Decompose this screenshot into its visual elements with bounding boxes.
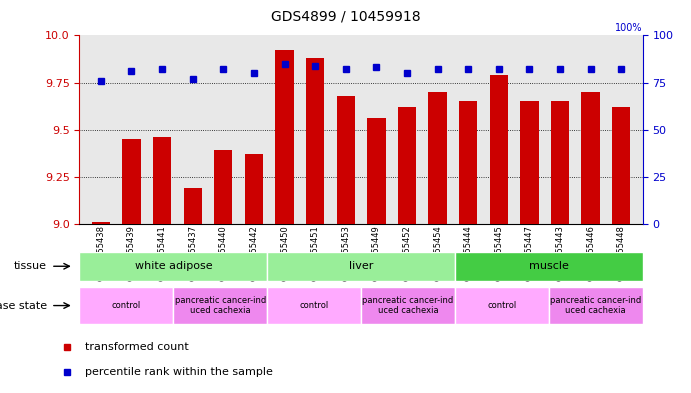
Bar: [428, 92, 447, 224]
Text: disease state: disease state: [0, 301, 47, 310]
Bar: [173, 287, 267, 324]
Bar: [581, 92, 600, 224]
Bar: [398, 107, 416, 224]
Bar: [153, 137, 171, 224]
Text: pancreatic cancer-ind
uced cachexia: pancreatic cancer-ind uced cachexia: [362, 296, 453, 315]
Bar: [367, 118, 386, 224]
Text: control: control: [112, 301, 141, 310]
Bar: [245, 154, 263, 224]
Bar: [79, 252, 267, 281]
Bar: [520, 101, 538, 224]
Text: percentile rank within the sample: percentile rank within the sample: [84, 367, 272, 377]
Text: control: control: [299, 301, 329, 310]
Bar: [79, 287, 173, 324]
Text: transformed count: transformed count: [84, 342, 189, 352]
Text: pancreatic cancer-ind
uced cachexia: pancreatic cancer-ind uced cachexia: [175, 296, 266, 315]
Text: muscle: muscle: [529, 261, 569, 271]
Text: GDS4899 / 10459918: GDS4899 / 10459918: [271, 10, 420, 24]
Bar: [490, 75, 508, 224]
Bar: [267, 287, 361, 324]
Text: control: control: [487, 301, 516, 310]
Bar: [455, 252, 643, 281]
Bar: [122, 139, 141, 224]
Bar: [337, 96, 355, 224]
Text: 100%: 100%: [615, 22, 643, 33]
Bar: [361, 287, 455, 324]
Bar: [455, 287, 549, 324]
Bar: [459, 101, 477, 224]
Bar: [306, 58, 324, 224]
Text: pancreatic cancer-ind
uced cachexia: pancreatic cancer-ind uced cachexia: [550, 296, 641, 315]
Bar: [184, 188, 202, 224]
Bar: [551, 101, 569, 224]
Text: tissue: tissue: [14, 261, 47, 271]
Bar: [612, 107, 630, 224]
Text: white adipose: white adipose: [135, 261, 212, 271]
Bar: [92, 222, 110, 224]
Text: liver: liver: [349, 261, 373, 271]
Bar: [214, 151, 232, 224]
Bar: [267, 252, 455, 281]
Bar: [549, 287, 643, 324]
Bar: [275, 50, 294, 224]
